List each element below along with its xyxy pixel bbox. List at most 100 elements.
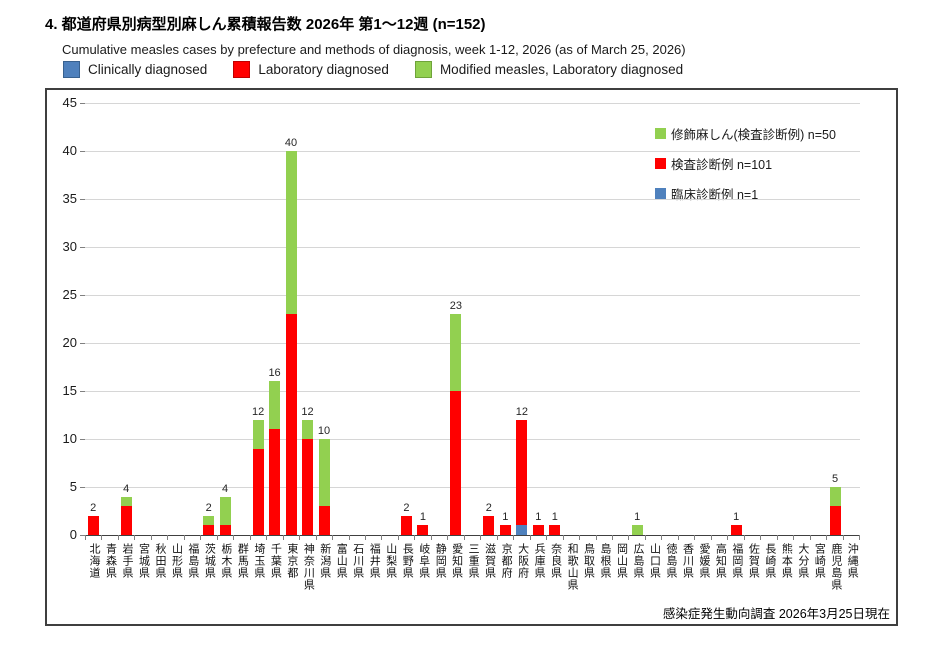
y-axis-label: 0 xyxy=(69,527,77,542)
x-axis-label-茨城県: 茨城県 xyxy=(203,543,216,579)
bar-value-label: 2 xyxy=(205,501,212,514)
stacked-bar[interactable] xyxy=(499,525,511,535)
x-axis-label-岩手県: 岩手県 xyxy=(120,543,133,579)
bar-slot-香川県 xyxy=(678,103,694,535)
bar-segment-laboratory[interactable] xyxy=(120,506,132,535)
y-axis-tick xyxy=(80,103,85,104)
stacked-bar[interactable] xyxy=(549,525,561,535)
bar-segment-modified[interactable] xyxy=(203,515,215,526)
x-axis-tick xyxy=(218,535,235,540)
bar-segment-modified[interactable] xyxy=(219,496,231,526)
bar-value-label: 12 xyxy=(301,405,314,418)
bar-segment-modified[interactable] xyxy=(120,496,132,507)
inner-legend-item-laboratory: 検査診断例 n=101 xyxy=(655,154,836,173)
bar-segment-clinical[interactable] xyxy=(516,525,528,535)
bar-segment-laboratory[interactable] xyxy=(532,525,544,535)
bar-value-label: 2 xyxy=(90,501,97,514)
x-axis-tick xyxy=(185,535,202,540)
top-legend: Clinically diagnosed Laboratory diagnosed… xyxy=(63,61,709,78)
bar-segment-modified[interactable] xyxy=(318,439,330,507)
bar-segment-modified[interactable] xyxy=(302,419,314,439)
bar-slot-青森県 xyxy=(101,103,117,535)
gridline xyxy=(85,295,860,296)
bar-segment-laboratory[interactable] xyxy=(318,506,330,535)
bar-segment-laboratory[interactable] xyxy=(549,525,561,535)
bar-segment-laboratory[interactable] xyxy=(417,525,429,535)
bar-segment-modified[interactable] xyxy=(450,314,462,391)
bar-segment-laboratory[interactable] xyxy=(400,515,412,535)
x-axis-tick xyxy=(761,535,778,540)
bar-slot-奈良県: 1 xyxy=(547,103,563,535)
bar-segment-laboratory[interactable] xyxy=(302,439,314,535)
x-axis-tick xyxy=(152,535,169,540)
bar-segment-laboratory[interactable] xyxy=(285,314,297,535)
modified-legend-swatch-icon xyxy=(655,128,666,139)
stacked-bar[interactable] xyxy=(203,515,215,535)
bar-segment-laboratory[interactable] xyxy=(269,429,281,535)
bar-segment-laboratory[interactable] xyxy=(252,448,264,535)
x-axis-tick xyxy=(794,535,811,540)
x-axis-tick xyxy=(695,535,712,540)
bar-segment-laboratory[interactable] xyxy=(499,525,511,535)
x-axis-tick xyxy=(547,535,564,540)
stacked-bar[interactable] xyxy=(631,525,643,535)
bar-segment-modified[interactable] xyxy=(829,487,841,507)
x-axis-label-滋賀県: 滋賀県 xyxy=(483,543,496,579)
bar-slot-石川県 xyxy=(349,103,365,535)
stacked-bar[interactable] xyxy=(483,515,495,535)
stacked-bar[interactable] xyxy=(532,525,544,535)
stacked-bar[interactable] xyxy=(516,419,528,535)
stacked-bar[interactable] xyxy=(400,515,412,535)
top-legend-label: Modified measles, Laboratory diagnosed xyxy=(439,62,684,77)
gridline xyxy=(85,151,860,152)
stacked-bar[interactable] xyxy=(829,487,841,535)
gridline xyxy=(85,103,860,104)
bar-segment-modified[interactable] xyxy=(269,381,281,430)
bar-segment-laboratory[interactable] xyxy=(829,506,841,535)
stacked-bar[interactable] xyxy=(730,525,742,535)
stacked-bar[interactable] xyxy=(450,314,462,535)
bar-segment-laboratory[interactable] xyxy=(730,525,742,535)
x-axis-label-長野県: 長野県 xyxy=(401,543,414,579)
x-axis-label-宮城県: 宮城県 xyxy=(137,543,150,579)
y-axis-tick xyxy=(80,343,85,344)
x-axis-label-兵庫県: 兵庫県 xyxy=(533,543,546,579)
x-axis-label-山梨県: 山梨県 xyxy=(384,543,397,579)
bar-segment-laboratory[interactable] xyxy=(450,391,462,535)
bar-segment-laboratory[interactable] xyxy=(219,525,231,535)
bar-segment-modified[interactable] xyxy=(285,151,297,315)
stacked-bar[interactable] xyxy=(285,151,297,535)
bar-segment-laboratory[interactable] xyxy=(203,525,215,535)
bar-value-label: 12 xyxy=(251,405,265,418)
x-axis-label-東京都: 東京都 xyxy=(285,543,298,579)
x-axis-label-岐阜県: 岐阜県 xyxy=(417,543,430,579)
bar-segment-laboratory[interactable] xyxy=(483,515,495,535)
bar-segment-laboratory[interactable] xyxy=(516,419,528,526)
stacked-bar[interactable] xyxy=(417,525,429,535)
bar-segment-laboratory[interactable] xyxy=(87,515,99,535)
stacked-bar[interactable] xyxy=(252,419,264,535)
stacked-bar[interactable] xyxy=(120,496,132,535)
stacked-bar[interactable] xyxy=(219,496,231,535)
bar-slot-長崎県 xyxy=(761,103,777,535)
chart-source-note: 感染症発生動向調査 2026年3月25日現在 xyxy=(662,607,890,621)
x-axis-label-静岡県: 静岡県 xyxy=(434,543,447,579)
bar-segment-modified[interactable] xyxy=(631,525,643,535)
x-axis-tick xyxy=(102,535,119,540)
y-axis-tick xyxy=(80,151,85,152)
x-axis-label-福島県: 福島県 xyxy=(186,543,199,579)
y-axis-label: 15 xyxy=(62,383,77,398)
clinical-legend-swatch-icon xyxy=(63,61,80,78)
stacked-bar[interactable] xyxy=(269,381,281,535)
stacked-bar[interactable] xyxy=(302,419,314,535)
stacked-bar[interactable] xyxy=(87,515,99,535)
bar-value-label: 2 xyxy=(403,501,410,514)
x-axis-tick xyxy=(168,535,185,540)
stacked-bar[interactable] xyxy=(318,439,330,535)
bar-slot-秋田県 xyxy=(151,103,167,535)
inner-legend: 修飾麻しん(検査診断例) n=50 検査診断例 n=101 臨床診断例 n=1 xyxy=(645,118,848,218)
x-axis-tick xyxy=(86,535,103,540)
x-axis-label-奈良県: 奈良県 xyxy=(549,543,562,579)
bar-segment-modified[interactable] xyxy=(252,419,264,449)
